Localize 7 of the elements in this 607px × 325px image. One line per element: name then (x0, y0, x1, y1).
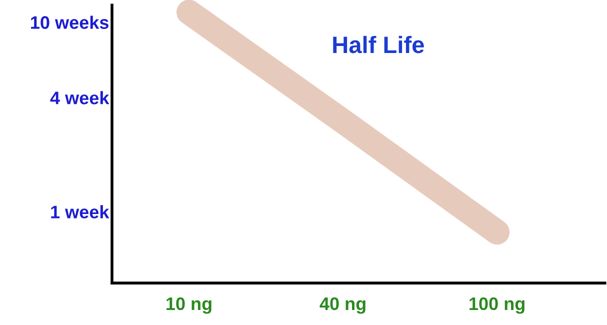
y-tick-label: 4 week (50, 91, 110, 104)
text: Half Life (333, 36, 424, 54)
x-tick-label: 10 ng (166, 297, 212, 314)
x-tick-label: 100 ng (470, 297, 524, 314)
y-tick-label: 1 week (51, 205, 110, 218)
y-tick-label: 10 weeks (31, 16, 108, 29)
x-tick-label: 40 ng (320, 297, 366, 314)
